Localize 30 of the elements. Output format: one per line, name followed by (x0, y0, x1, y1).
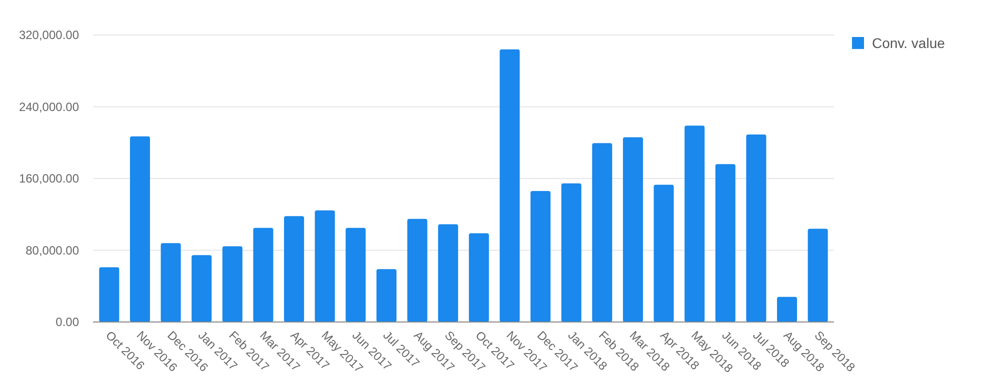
bar (468, 233, 489, 322)
bar (746, 134, 766, 322)
bar (160, 243, 181, 322)
bar (592, 143, 612, 322)
bar (561, 183, 582, 322)
y-tick-label: 80,000.00 (26, 243, 80, 258)
bar (407, 218, 428, 322)
bar (530, 191, 551, 322)
bar (654, 184, 674, 322)
legend-label: Conv. value (872, 34, 946, 51)
bar (284, 216, 304, 322)
bar (684, 126, 705, 322)
bar (222, 246, 242, 322)
y-tick-label: 160,000.00 (18, 172, 80, 186)
y-tick-label: 320,000.00 (18, 28, 80, 42)
bar (99, 267, 120, 322)
bar (438, 224, 458, 322)
bar (808, 228, 828, 322)
bar (376, 269, 396, 322)
bar (777, 296, 798, 322)
bar (346, 228, 366, 322)
bar (314, 210, 335, 322)
bar (715, 164, 736, 322)
y-tick-label: 240,000.00 (18, 100, 80, 114)
bar (192, 255, 212, 322)
y-tick-label: 0.00 (56, 315, 80, 330)
bar (253, 228, 274, 322)
bar (622, 137, 643, 322)
bar (130, 136, 150, 322)
bar (500, 49, 520, 322)
